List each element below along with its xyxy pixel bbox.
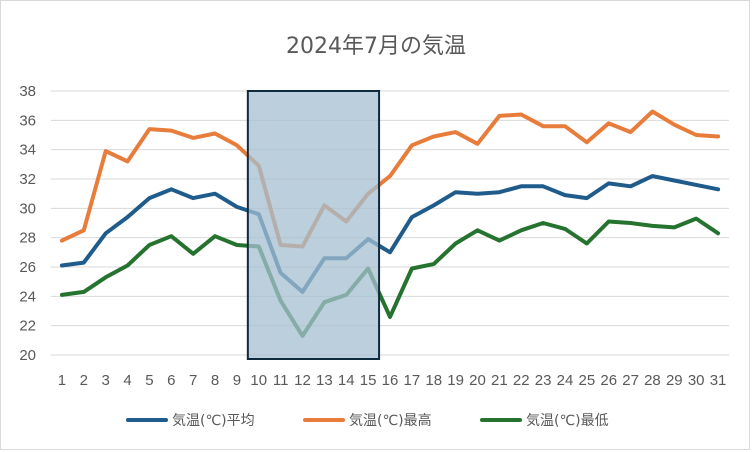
y-tick-label: 28 (19, 230, 36, 247)
legend-label: 気温(℃)最低 (526, 413, 609, 429)
x-tick-label: 4 (123, 372, 131, 389)
series-lines (59, 109, 721, 338)
y-tick-label: 32 (19, 171, 36, 188)
x-tick-label: 10 (250, 372, 267, 389)
y-tick-label: 34 (19, 142, 36, 159)
x-tick-label: 5 (145, 372, 153, 389)
y-tick-label: 38 (19, 83, 36, 100)
x-tick-label: 27 (622, 372, 639, 389)
x-tick-label: 22 (513, 372, 530, 389)
x-tick-label: 17 (404, 372, 421, 389)
y-tick-label: 20 (19, 347, 36, 364)
x-tick-label: 6 (167, 372, 175, 389)
y-axis-ticks: 20 22 24 26 28 30 32 34 36 38 (19, 83, 36, 364)
x-tick-label: 16 (382, 372, 399, 389)
x-tick-label: 11 (273, 372, 289, 389)
x-tick-label: 26 (600, 372, 617, 389)
x-tick-label: 7 (189, 372, 197, 389)
x-tick-label: 18 (425, 372, 442, 389)
gridlines (51, 90, 729, 356)
y-tick-label: 22 (19, 318, 36, 335)
y-tick-label: 30 (19, 200, 36, 217)
x-tick-label: 13 (316, 372, 333, 389)
x-tick-label: 15 (360, 372, 377, 389)
legend-label: 気温(℃)平均 (172, 413, 255, 429)
x-tick-label: 2 (80, 372, 88, 389)
series-line-3 (59, 216, 721, 338)
x-tick-label: 12 (294, 372, 311, 389)
x-tick-label: 21 (491, 372, 508, 389)
x-tick-label: 25 (578, 372, 595, 389)
x-tick-label: 30 (688, 372, 705, 389)
x-tick-label: 3 (102, 372, 110, 389)
x-tick-label: 20 (469, 372, 486, 389)
highlight-region (246, 90, 381, 360)
y-tick-label: 26 (19, 259, 36, 276)
x-tick-label: 24 (557, 372, 574, 389)
legend: 気温(℃)平均 気温(℃)最高 気温(℃)最低 (126, 412, 609, 429)
x-tick-label: 29 (666, 372, 683, 389)
highlight-rect (246, 90, 381, 360)
chart-title: 2024年7月の気温 (286, 34, 466, 59)
x-tick-label: 31 (710, 372, 727, 389)
series-line-1 (59, 174, 721, 294)
y-tick-label: 24 (19, 288, 36, 305)
x-tick-label: 28 (644, 372, 661, 389)
x-tick-label: 9 (233, 372, 241, 389)
x-tick-label: 23 (535, 372, 552, 389)
y-tick-label: 36 (19, 112, 36, 129)
x-tick-label: 19 (447, 372, 464, 389)
x-axis-ticks: 1 2 3 4 5 6 7 8 9 10 11 12 13 14 15 16 17 18 19 20 21 22 23 24 2… (58, 372, 727, 389)
legend-label: 気温(℃)最高 (349, 412, 432, 429)
x-tick-label: 1 (58, 372, 66, 389)
x-tick-label: 14 (338, 372, 355, 389)
series-line-2 (59, 109, 721, 249)
x-tick-label: 8 (211, 372, 219, 389)
